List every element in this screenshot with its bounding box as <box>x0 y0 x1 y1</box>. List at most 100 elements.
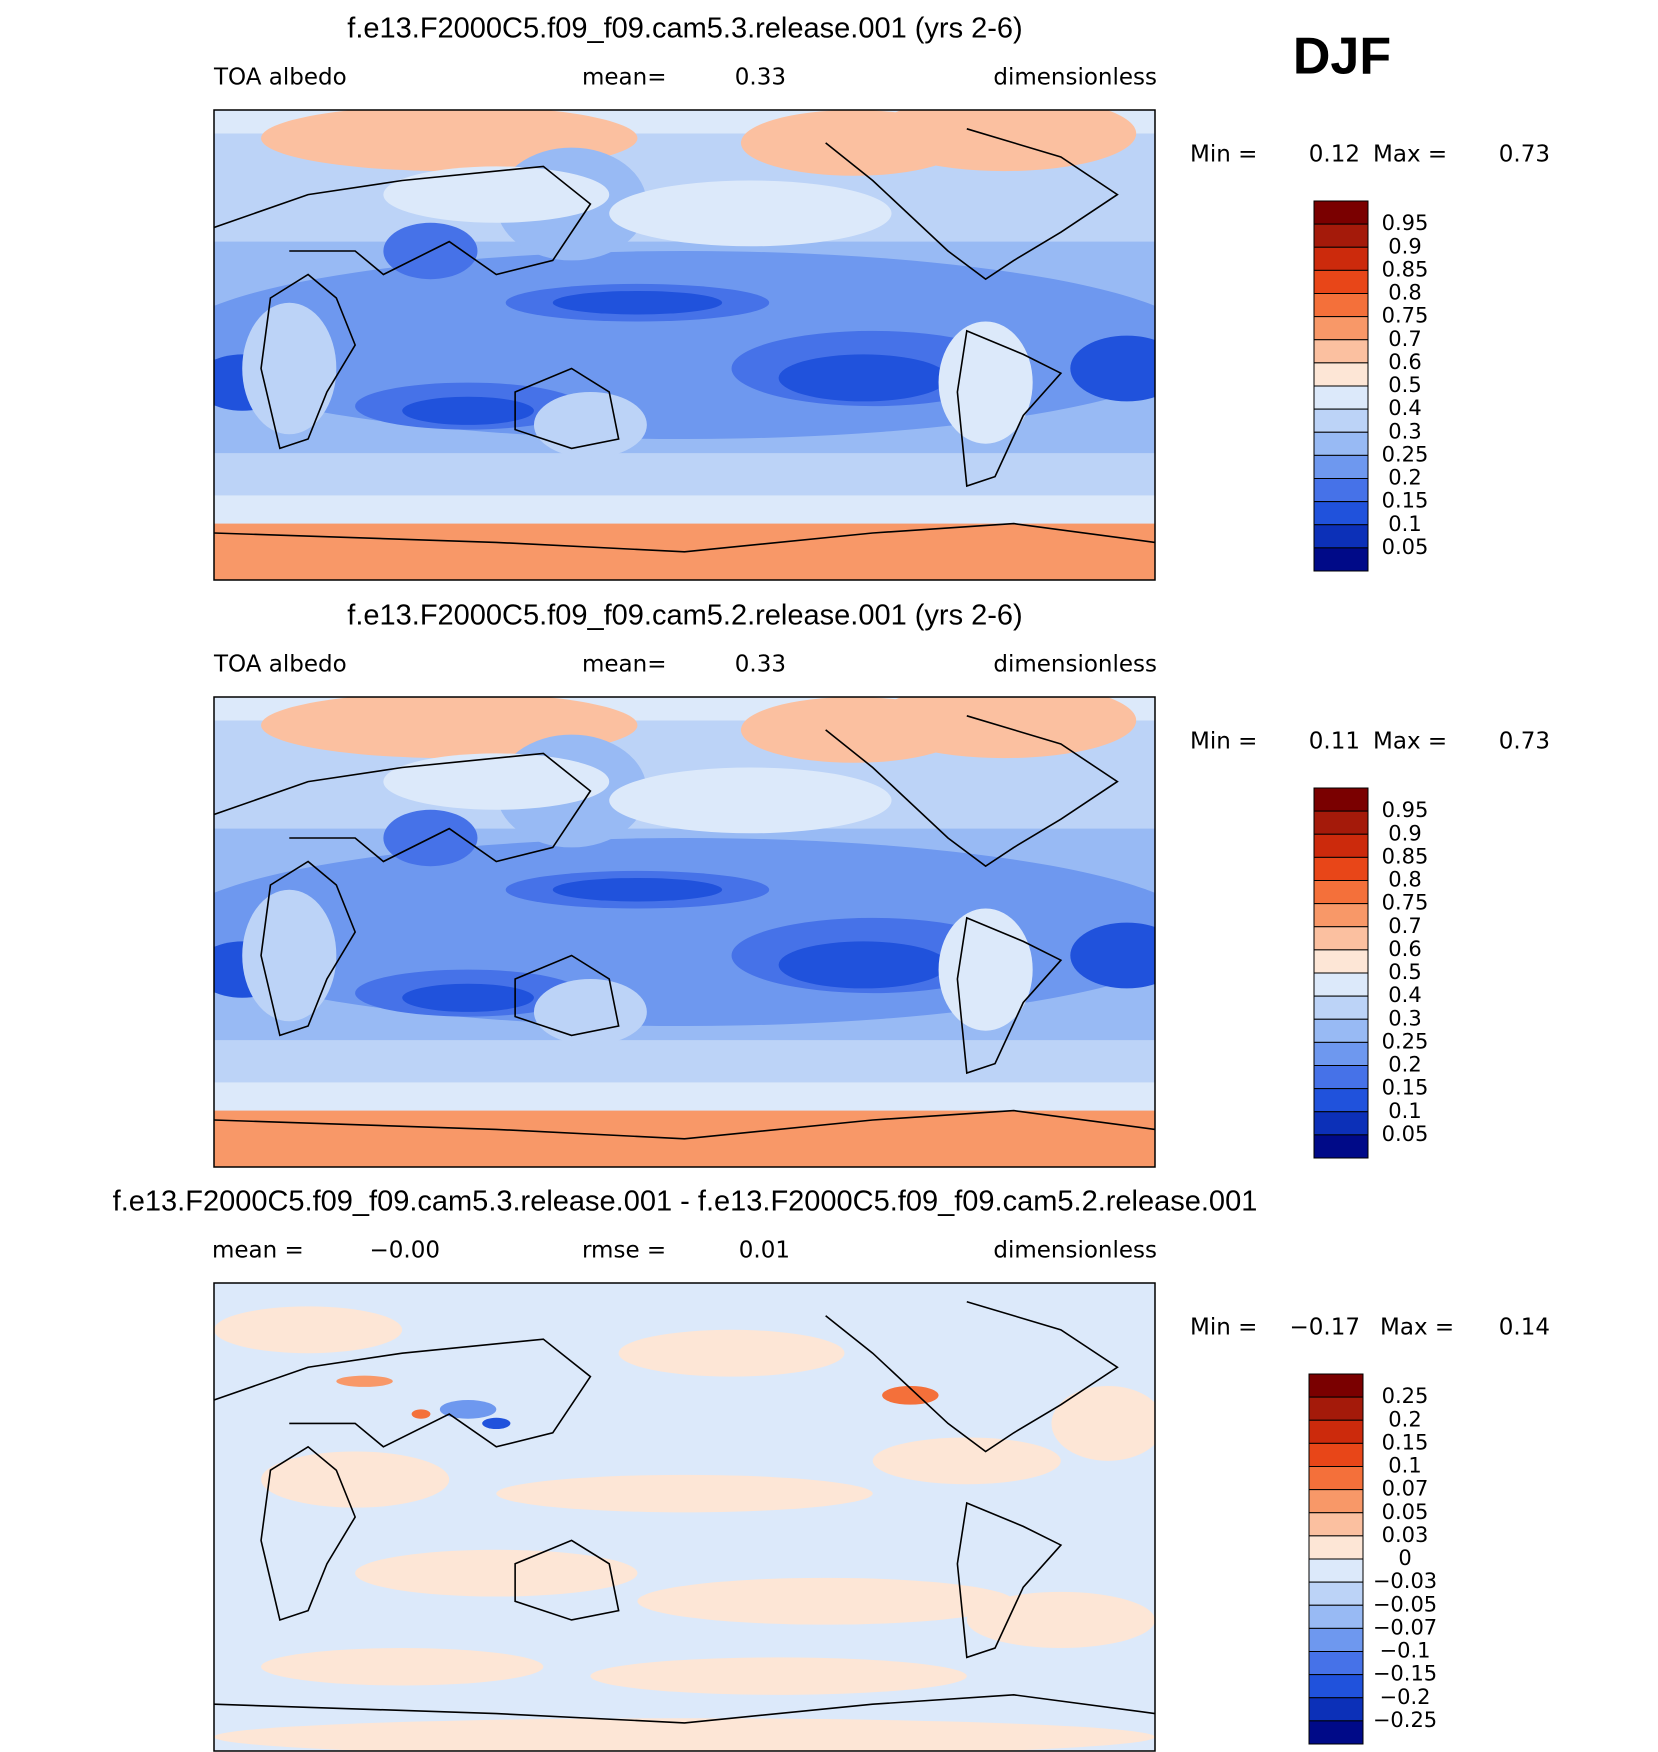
colorbar-box <box>1313 293 1369 318</box>
colorbar-box <box>1308 1627 1364 1652</box>
coastline <box>214 1338 592 1448</box>
colorbar-label: 0.15 <box>1382 1076 1429 1100</box>
contour-region <box>355 1549 638 1597</box>
colorbar-label: 0.1 <box>1388 512 1421 536</box>
coastline <box>825 1300 1119 1453</box>
contour-region <box>552 877 723 902</box>
colorbar-label: 0.25 <box>1382 1384 1429 1408</box>
colorbar-box <box>1313 385 1369 410</box>
contour-region <box>242 889 337 1022</box>
colorbar-label: 0.4 <box>1388 983 1421 1007</box>
colorbar-box <box>1313 501 1369 526</box>
colorbar-label: 0.25 <box>1382 1029 1429 1053</box>
colorbar-box <box>1308 1442 1364 1467</box>
colorbar-box <box>1308 1558 1364 1583</box>
coastline <box>214 752 592 863</box>
colorbar-label: −0.07 <box>1373 1615 1437 1639</box>
colorbar-label: 0.03 <box>1382 1523 1429 1547</box>
colorbar-box <box>1313 524 1369 549</box>
coastline <box>825 128 1119 281</box>
colorbar-box <box>1313 787 1369 812</box>
colorbar-label: 0.95 <box>1382 798 1429 822</box>
colorbar-label: 0.07 <box>1382 1477 1429 1501</box>
max-value: 0.73 <box>1499 142 1550 168</box>
contour-region <box>496 1474 873 1513</box>
colorbar-box <box>1313 547 1369 572</box>
contour-region <box>214 1082 1155 1116</box>
min-label: Min = <box>1190 142 1257 168</box>
map-frame <box>213 109 1156 581</box>
colorbar-label: 0.05 <box>1382 1122 1429 1146</box>
colorbar-box <box>1308 1489 1364 1514</box>
colorbar-box <box>1308 1720 1364 1745</box>
contour-region <box>411 1409 431 1419</box>
colorbar-label: −0.1 <box>1380 1639 1431 1663</box>
min-label: Min = <box>1190 729 1257 755</box>
colorbar-box <box>1313 926 1369 951</box>
colorbar-label: 0.7 <box>1388 914 1421 938</box>
colorbar-box <box>1313 362 1369 387</box>
min-value: 0.11 <box>1309 729 1360 755</box>
map-field <box>214 1283 1155 1751</box>
colorbar-label: −0.2 <box>1380 1685 1431 1709</box>
coastline <box>260 860 357 1037</box>
contour-region <box>1070 335 1155 402</box>
contour-region <box>872 1437 1061 1485</box>
contour-region <box>966 1591 1155 1649</box>
colorbar-label: −0.15 <box>1373 1662 1437 1686</box>
colorbar-label: 0.15 <box>1382 489 1429 513</box>
contour-region <box>1051 1385 1155 1461</box>
panel-title: f.e13.F2000C5.f09_f09.cam5.3.release.001… <box>113 1186 1258 1218</box>
colorbar-box <box>1308 1604 1364 1629</box>
contour-region <box>1070 922 1155 989</box>
coastline <box>260 1445 357 1621</box>
colorbar-box <box>1313 269 1369 294</box>
coastline <box>214 522 1155 553</box>
colorbar-label: 0.9 <box>1388 234 1421 258</box>
colorbar-box <box>1313 903 1369 928</box>
season-label: DJF <box>1293 28 1391 86</box>
colorbar-box <box>1308 1466 1364 1491</box>
colorbar-label: 0.7 <box>1388 327 1421 351</box>
contour-region <box>383 753 610 810</box>
coastline <box>514 1539 620 1621</box>
colorbar-label: 0.6 <box>1388 350 1421 374</box>
coastline <box>260 273 357 450</box>
variable-name: TOA albedo <box>213 652 347 678</box>
contour-region <box>533 392 647 458</box>
map-frame <box>213 1282 1156 1752</box>
contour-region <box>637 1577 1014 1625</box>
colorbar-box <box>1313 995 1369 1020</box>
contour-region <box>214 495 1155 529</box>
contour-region <box>242 302 337 435</box>
colorbar-label: 0.05 <box>1382 535 1429 559</box>
contour-region <box>618 1329 845 1377</box>
contour-region <box>778 354 948 402</box>
colorbar-box <box>1313 1111 1369 1136</box>
contour-region <box>402 983 534 1012</box>
contour-region <box>872 110 1137 172</box>
colorbar-box <box>1313 1065 1369 1090</box>
colorbar-label: 0.4 <box>1388 396 1421 420</box>
colorbar-label: 0.2 <box>1388 466 1421 490</box>
coastline <box>956 1501 1063 1659</box>
colorbar-box <box>1313 431 1369 456</box>
colorbar-box <box>1313 454 1369 479</box>
contour-region <box>778 941 948 989</box>
colorbar-label: 0.2 <box>1388 1407 1421 1431</box>
colorbar-label: 0.5 <box>1388 373 1421 397</box>
stat-value: 0.33 <box>735 65 786 91</box>
colorbar-box <box>1313 339 1369 364</box>
colorbar-box <box>1313 880 1369 905</box>
coastline <box>214 165 592 276</box>
colorbar-label: 0.3 <box>1388 1006 1421 1030</box>
colorbar-label: 0.6 <box>1388 937 1421 961</box>
variable-name: TOA albedo <box>213 65 347 91</box>
contour-region <box>590 1657 967 1695</box>
map-field <box>214 110 1155 580</box>
colorbar-label: −0.03 <box>1373 1569 1437 1593</box>
contour-region <box>552 290 723 315</box>
contour-region <box>609 180 892 247</box>
colorbar-box <box>1313 246 1369 271</box>
